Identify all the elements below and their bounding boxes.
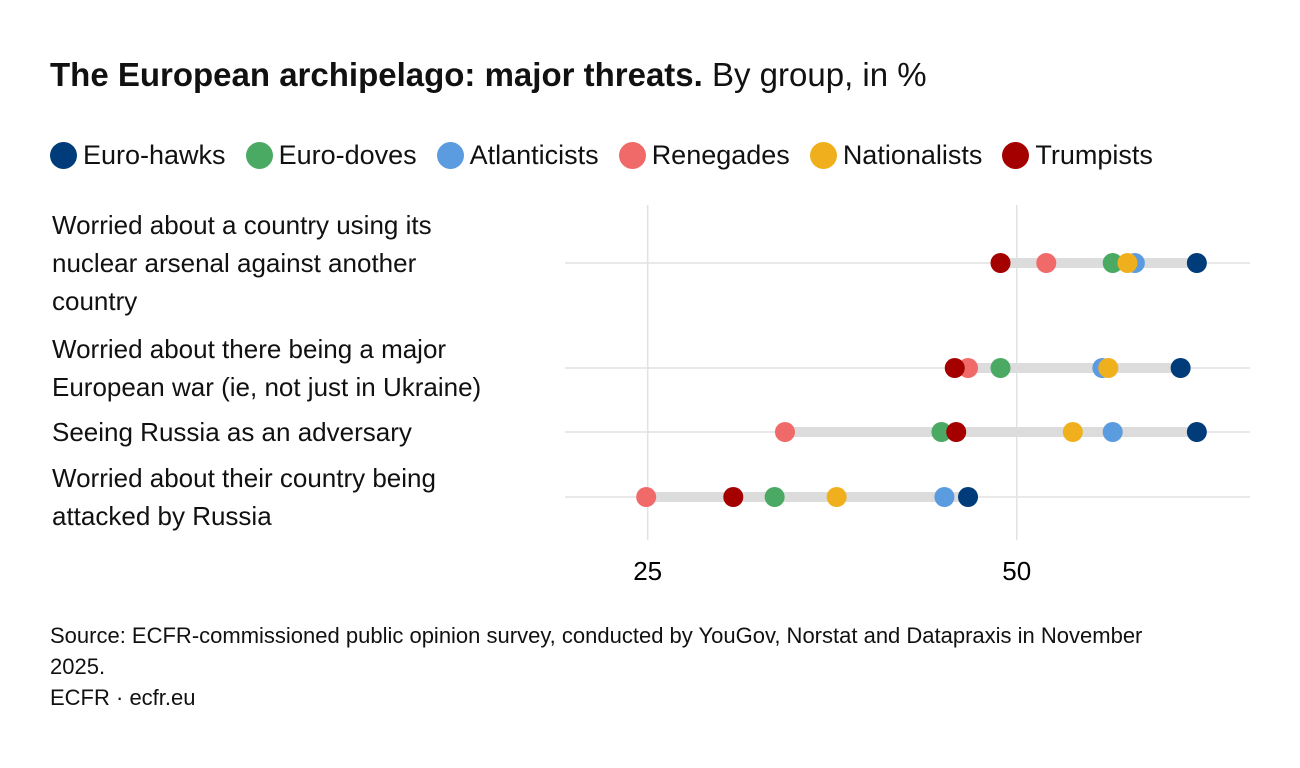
- legend-swatch: [1002, 142, 1030, 169]
- dot: [934, 487, 955, 507]
- legend-swatch: [809, 142, 837, 169]
- dot: [826, 487, 847, 507]
- credit: ECFR · ecfr.eu: [50, 685, 196, 710]
- dot: [723, 487, 744, 507]
- category-label: Worried about a country using its nuclea…: [52, 210, 432, 316]
- x-tick-label: 25: [633, 556, 662, 586]
- dot: [1102, 422, 1123, 442]
- legend-item: Euro-hawks: [50, 140, 226, 171]
- legend-item: Renegades: [618, 140, 790, 171]
- dot: [1186, 422, 1207, 442]
- dot: [774, 422, 795, 442]
- source: Source: ECFR-commissioned public opinion…: [50, 623, 1143, 679]
- legend-swatch: [245, 142, 273, 169]
- dot: [990, 358, 1011, 378]
- dot: [1117, 253, 1138, 273]
- legend-label: Euro-doves: [278, 140, 417, 170]
- legend-item: Atlanticists: [436, 140, 599, 171]
- dot: [1062, 422, 1083, 442]
- dot: [990, 253, 1011, 273]
- dot: [1102, 253, 1123, 273]
- dot: [944, 358, 965, 378]
- chart-title: The European archipelago: major threats.: [50, 56, 703, 93]
- dot: [1186, 253, 1207, 273]
- dot: [764, 487, 785, 507]
- category-label: Worried about there being a major Europe…: [52, 334, 482, 402]
- legend-label: Atlanticists: [469, 140, 599, 170]
- dot: [636, 487, 657, 507]
- dot: [946, 422, 967, 442]
- dot: [931, 422, 952, 442]
- title-block: The European archipelago: major threats.…: [50, 56, 927, 94]
- dot: [958, 487, 979, 507]
- legend-swatch: [436, 142, 464, 169]
- x-tick-label: 50: [1002, 556, 1031, 586]
- legend-label: Renegades: [651, 140, 790, 170]
- dot: [1036, 253, 1057, 273]
- category-label: Worried about their country being attack…: [52, 463, 436, 531]
- footer: Source: ECFR-commissioned public opinion…: [50, 620, 1170, 713]
- legend-item: Nationalists: [809, 140, 983, 171]
- legend-label: Trumpists: [1035, 140, 1153, 170]
- dot: [1170, 358, 1191, 378]
- legend-label: Euro-hawks: [83, 140, 226, 170]
- legend: Euro-hawks Euro-doves Atlanticists Renegade…: [50, 140, 1173, 171]
- category-label: Seeing Russia as an adversary: [52, 417, 412, 447]
- chart-subtitle: By group, in %: [712, 56, 927, 93]
- legend-item: Trumpists: [1002, 140, 1153, 171]
- legend-item: Euro-doves: [245, 140, 417, 171]
- legend-swatch: [50, 142, 77, 169]
- legend-label: Nationalists: [842, 140, 983, 170]
- dot: [1098, 358, 1119, 378]
- legend-swatch: [618, 142, 646, 169]
